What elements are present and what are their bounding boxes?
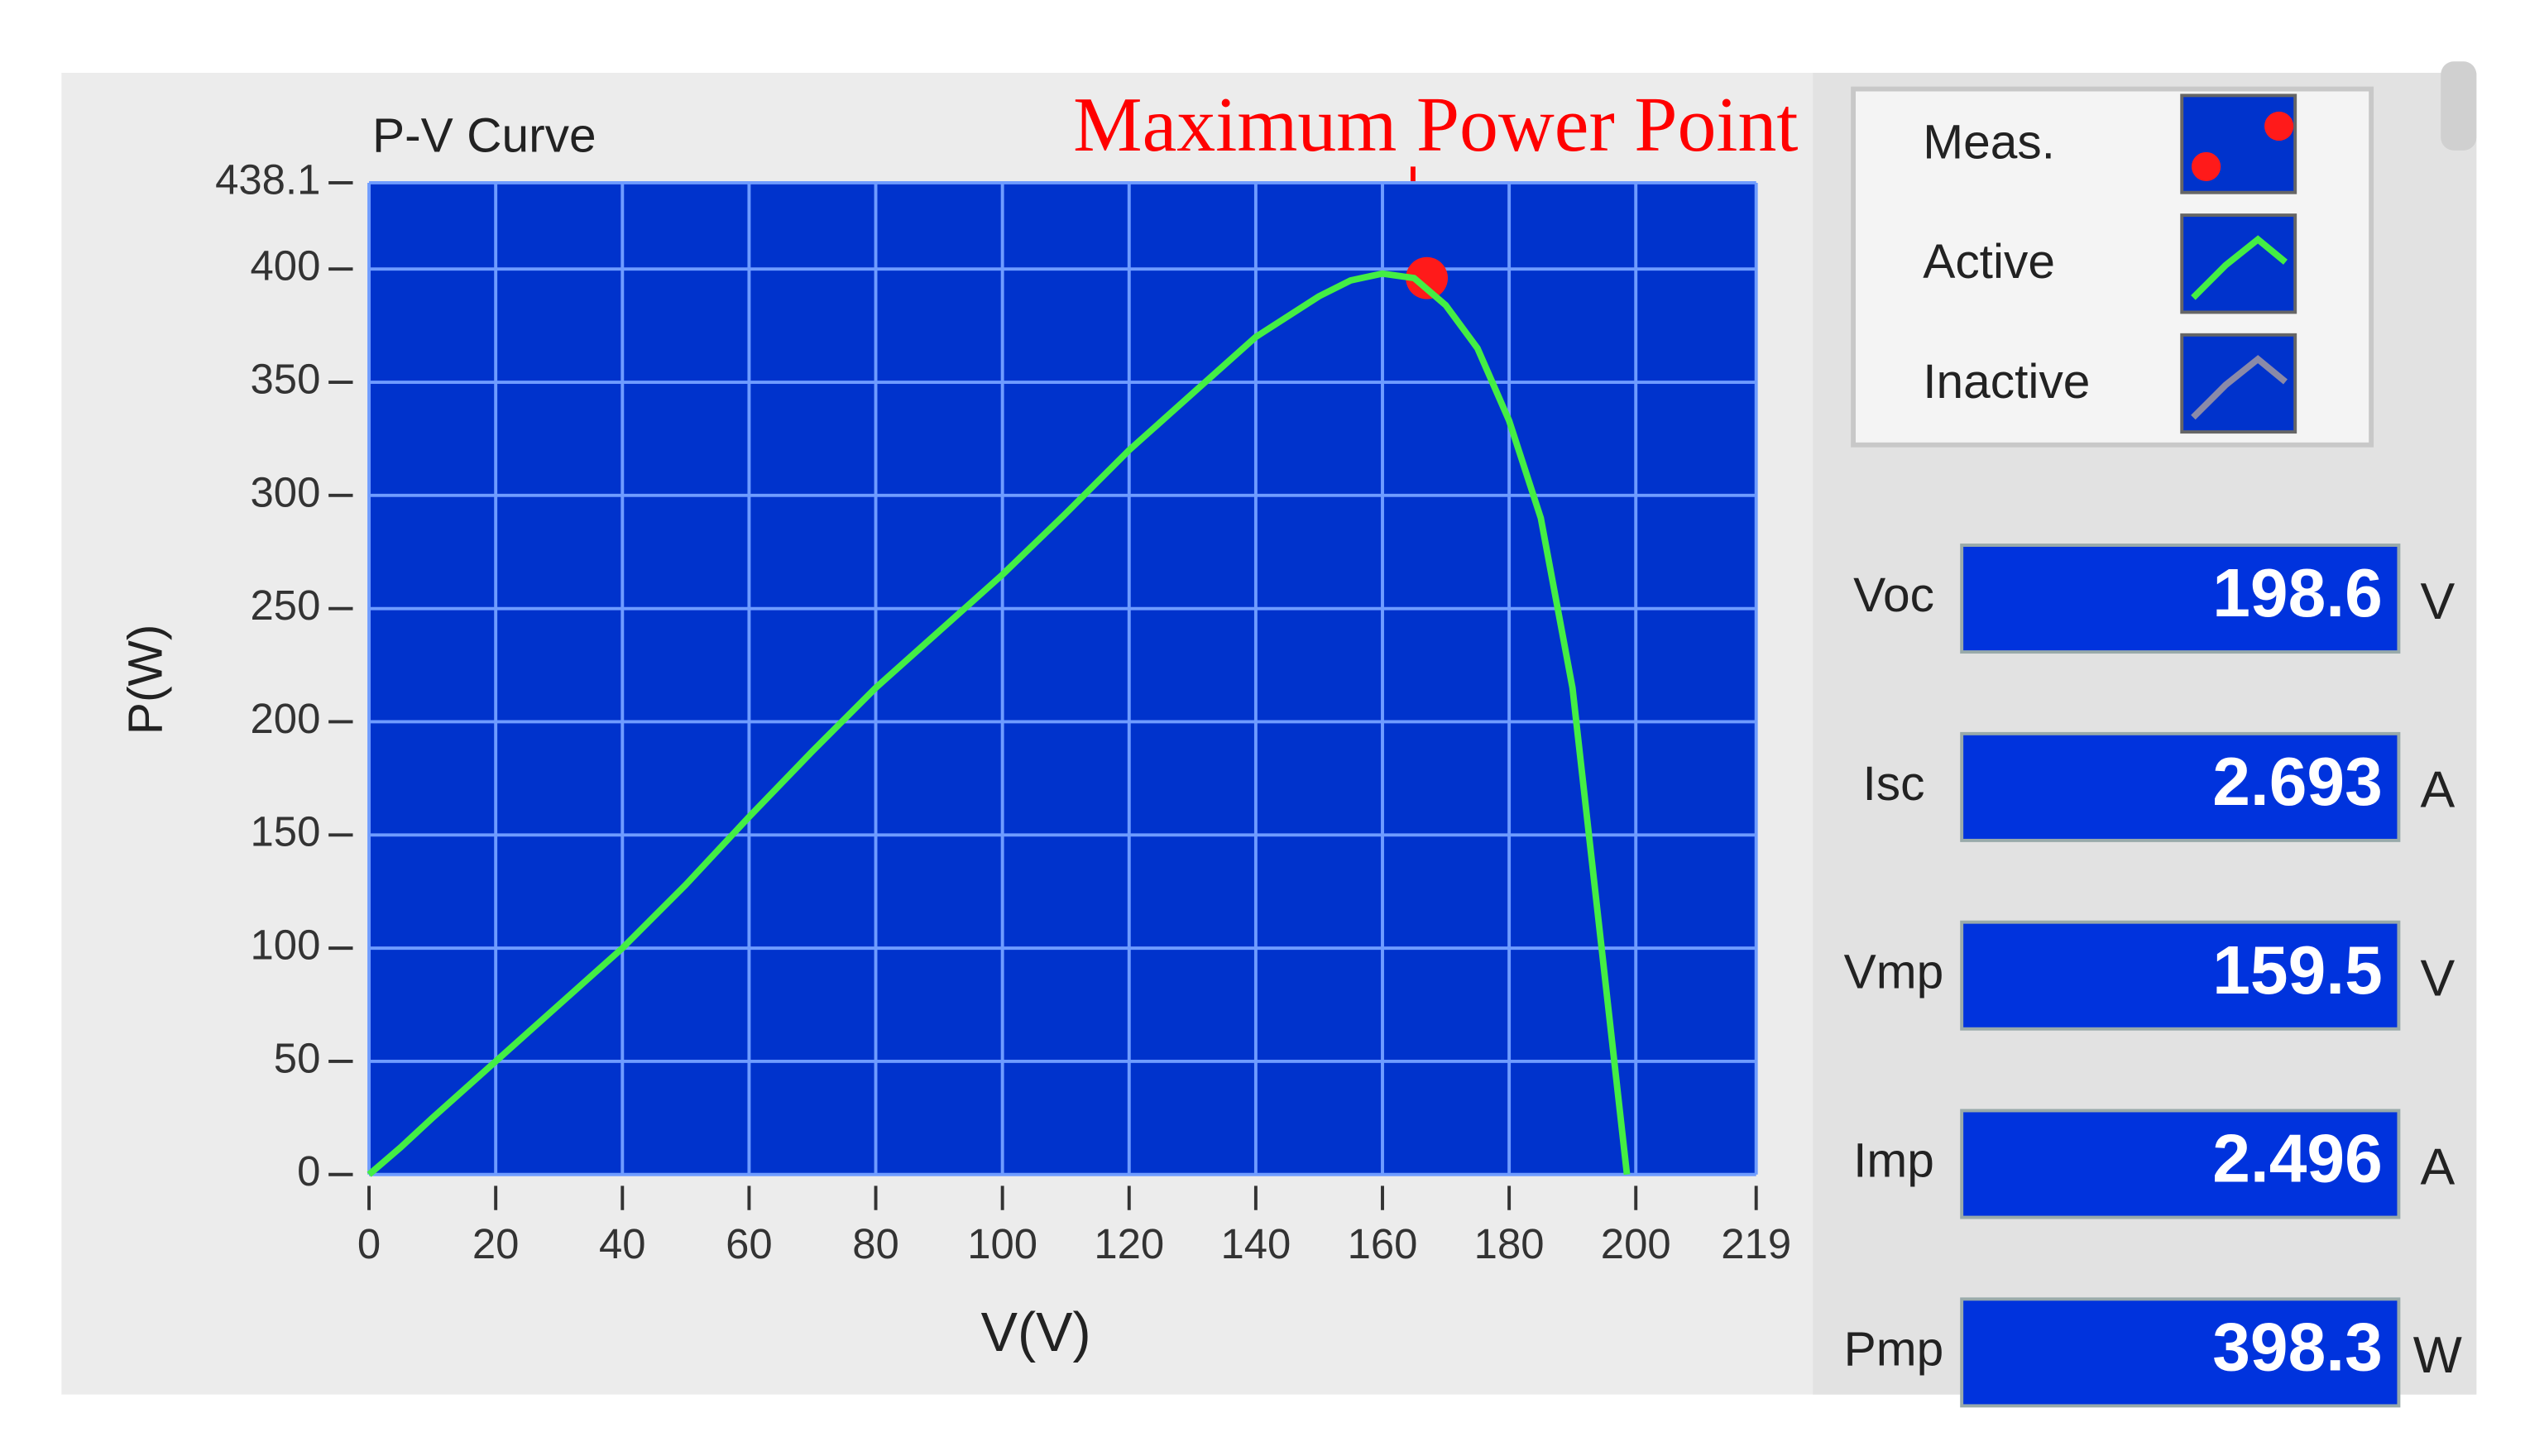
x-tick-label: 200 [1601,1220,1671,1267]
indicator-box [1960,731,2401,842]
y-tick-label: 438.1 [215,156,320,203]
indicator-box [1960,1297,2401,1408]
indicator-label: Imp [1853,1134,1934,1188]
y-tick-label: 150 [251,808,321,855]
indicator-value: 159.5 [2212,933,2383,1008]
plot-area [369,182,1756,1175]
y-tick-label: 250 [251,582,321,629]
x-tick-label: 80 [852,1220,899,1267]
x-tick-label: 0 [357,1220,381,1267]
x-tick-label: 20 [472,1220,520,1267]
x-tick-label: 120 [1094,1220,1164,1267]
y-tick-label: 200 [251,695,321,742]
x-tick-label: 60 [726,1220,773,1267]
indicator-value: 2.693 [2212,745,2383,820]
legend-dot [2191,151,2221,182]
mpp-marker [1406,256,1449,299]
annotation: Maximum Power Point [1073,82,1798,168]
chart-title: P-V Curve [372,109,597,163]
indicator-box [1960,1109,2401,1219]
y-tick-label: 100 [251,922,321,969]
y-tick-label: 0 [297,1147,320,1195]
scroll-knob [2441,61,2477,151]
indicator-box [1960,544,2401,654]
x-tick-label: 180 [1474,1220,1545,1267]
indicator-unit: V [2420,950,2455,1008]
indicator-box [1960,920,2401,1031]
y-axis-label: P(W) [118,625,172,735]
indicator-value: 198.6 [2212,556,2383,631]
y-tick-label: 350 [251,355,321,402]
legend-line [2191,235,2288,300]
indicator-unit: A [2420,761,2455,819]
x-tick-label: 160 [1348,1220,1418,1267]
y-tick-label: 400 [251,242,321,290]
legend-label: Inactive [1923,355,2090,409]
indicator-label: Voc [1853,568,1934,622]
curve [367,270,1631,1177]
x-axis-label: V(V) [981,1302,1091,1363]
x-tick-label: 219 [1721,1220,1791,1267]
legend-label: Active [1923,235,2055,289]
indicator-unit: W [2413,1326,2462,1384]
legend-label: Meas. [1923,116,2055,170]
indicator-label: Isc [1863,757,1925,811]
indicator-value: 398.3 [2212,1310,2383,1386]
indicator-unit: A [2420,1138,2455,1195]
legend-line [2191,355,2288,420]
x-tick-label: 100 [967,1220,1037,1267]
legend-icon [2180,213,2297,314]
x-tick-label: 140 [1220,1220,1291,1267]
legend-icon [2180,333,2297,434]
x-tick-label: 40 [599,1220,646,1267]
indicator-unit: V [2420,572,2455,630]
indicator-label: Vmp [1844,946,1944,999]
y-tick-label: 50 [274,1034,321,1081]
legend-dot [2264,111,2294,141]
indicator-value: 2.496 [2212,1122,2383,1197]
indicator-label: Pmp [1844,1322,1944,1376]
y-tick-label: 300 [251,468,321,515]
